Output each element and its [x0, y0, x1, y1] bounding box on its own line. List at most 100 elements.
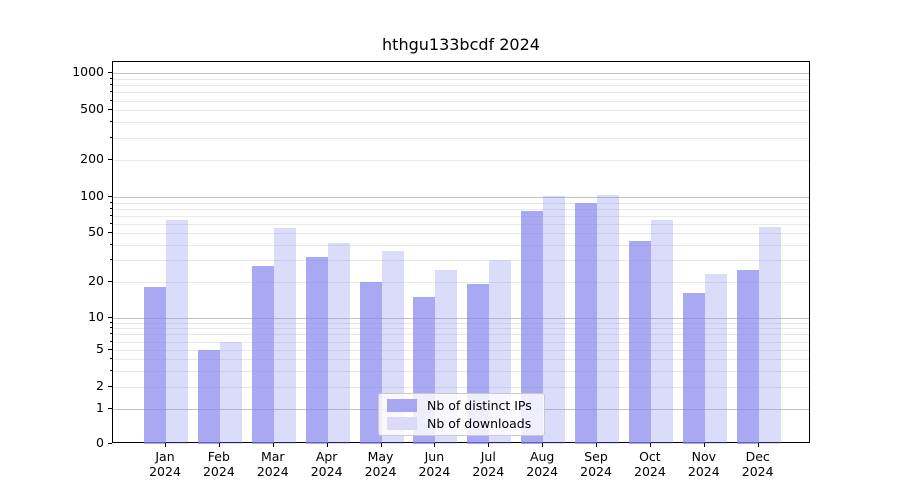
legend: Nb of distinct IPs Nb of downloads [378, 393, 545, 436]
bar-distinct-ips-Aug [521, 211, 544, 444]
legend-item-distinct-ips: Nb of distinct IPs [387, 399, 544, 412]
gridline-minor-80 [113, 208, 809, 210]
bar-distinct-ips-Oct [628, 241, 651, 444]
x-tick-year: 2024 [687, 464, 720, 479]
legend-item-downloads: Nb of downloads [387, 417, 544, 430]
y-minortick-6 [109, 340, 112, 342]
x-tick-year: 2024 [472, 464, 505, 479]
gridline-minor-9 [113, 322, 809, 324]
y-tick-20 [108, 280, 112, 282]
y-tick-50 [108, 232, 112, 234]
x-tick-month: Jun [424, 449, 445, 464]
x-tick-month: Apr [315, 449, 338, 464]
x-tick-month: Mar [260, 449, 285, 464]
x-tick-Dec [757, 443, 759, 447]
x-tick-Mar [272, 443, 274, 447]
x-tick-month: Jan [155, 449, 175, 464]
x-tick-year: 2024 [580, 464, 612, 479]
gridline-minor-90 [113, 202, 809, 204]
x-tick-Jun [434, 443, 436, 447]
x-tick-year: 2024 [418, 464, 451, 479]
gridline-minor-900 [113, 78, 809, 80]
gridline-minor-700 [113, 92, 809, 94]
gridline-minor-300 [113, 137, 809, 139]
x-tick-month: Jul [480, 449, 496, 464]
y-minortick-4 [109, 358, 112, 359]
bar-distinct-ips-Dec [736, 269, 759, 444]
y-minortick-300 [109, 136, 112, 138]
x-tick-label-Sep: Sep 2024 [566, 449, 626, 479]
x-tick-label-Apr: Apr 2024 [297, 449, 357, 479]
y-tick-2 [108, 386, 112, 387]
bar-distinct-ips-Jan [144, 287, 166, 444]
legend-label-distinct-ips: Nb of distinct IPs [427, 398, 532, 413]
y-minortick-900 [109, 77, 112, 79]
bar-downloads-Sep [597, 195, 620, 444]
x-tick-month: Dec [745, 449, 770, 464]
x-tick-month: Aug [529, 449, 555, 464]
y-minortick-400 [109, 121, 112, 123]
x-tick-year: 2024 [202, 464, 235, 479]
gridline-minor-60 [113, 223, 809, 225]
x-tick-Jan [165, 443, 166, 447]
x-tick-label-Jun: Jun 2024 [404, 449, 464, 479]
bar-downloads-Oct [650, 219, 673, 444]
y-tick-500 [108, 109, 112, 111]
gridline-minor-400 [113, 122, 809, 124]
y-tick-label-1: 1 [96, 399, 104, 415]
gridline-major-100 [113, 197, 809, 198]
x-tick-label-Jan: Jan 2024 [135, 449, 195, 479]
x-tick-label-May: May 2024 [351, 449, 411, 479]
x-tick-label-Jul: Jul 2024 [458, 449, 518, 479]
x-tick-Feb [218, 443, 220, 447]
y-tick-label-0: 0 [96, 434, 104, 450]
y-tick-label-50: 50 [88, 224, 104, 240]
y-minortick-600 [109, 99, 112, 101]
legend-swatch-distinct-ips [387, 399, 417, 412]
y-minortick-800 [109, 84, 112, 86]
gridline-minor-50 [113, 233, 809, 235]
gridline-minor-200 [113, 159, 809, 161]
x-tick-label-Dec: Dec 2024 [728, 449, 788, 479]
y-tick-label-100: 100 [80, 187, 104, 203]
bar-distinct-ips-Nov [682, 293, 705, 444]
y-minortick-700 [109, 91, 112, 93]
x-tick-year: 2024 [149, 464, 181, 479]
legend-label-downloads: Nb of downloads [427, 416, 532, 431]
chart-title: hthgu133bcdf 2024 [382, 35, 540, 54]
x-tick-label-Mar: Mar 2024 [243, 449, 303, 479]
bar-downloads-Apr [327, 242, 350, 444]
y-minortick-60 [109, 222, 112, 224]
x-tick-Sep [596, 443, 598, 447]
bar-downloads-Dec [758, 227, 781, 444]
bar-distinct-ips-Apr [305, 256, 328, 444]
y-tick-label-20: 20 [88, 272, 104, 288]
x-tick-year: 2024 [364, 464, 397, 479]
x-tick-label-Aug: Aug 2024 [512, 449, 572, 479]
x-tick-year: 2024 [256, 464, 289, 479]
y-minortick-8 [109, 327, 112, 329]
bar-distinct-ips-Mar [251, 265, 274, 444]
y-minortick-7 [109, 333, 112, 335]
x-tick-month: Oct [639, 449, 661, 464]
x-tick-month: Nov [691, 449, 716, 464]
y-tick-100 [108, 196, 112, 197]
x-tick-label-Oct: Oct 2024 [620, 449, 680, 479]
y-minortick-3 [109, 369, 112, 371]
x-tick-May [380, 443, 382, 447]
x-tick-Aug [542, 443, 544, 447]
y-tick-label-200: 200 [80, 150, 104, 166]
gridline-minor-8 [113, 328, 809, 330]
gridline-minor-800 [113, 85, 809, 87]
x-tick-year: 2024 [634, 464, 666, 479]
y-tick-1 [108, 408, 112, 409]
bar-downloads-Aug [543, 195, 566, 444]
bar-distinct-ips-May [359, 281, 382, 444]
bar-downloads-Feb [219, 341, 242, 444]
gridline-minor-500 [113, 110, 809, 112]
x-tick-year: 2024 [310, 464, 343, 479]
x-tick-Nov [703, 443, 705, 447]
gridline-minor-2 [113, 387, 809, 388]
gridline-major-10 [113, 318, 809, 319]
x-tick-label-Nov: Nov 2024 [674, 449, 734, 479]
